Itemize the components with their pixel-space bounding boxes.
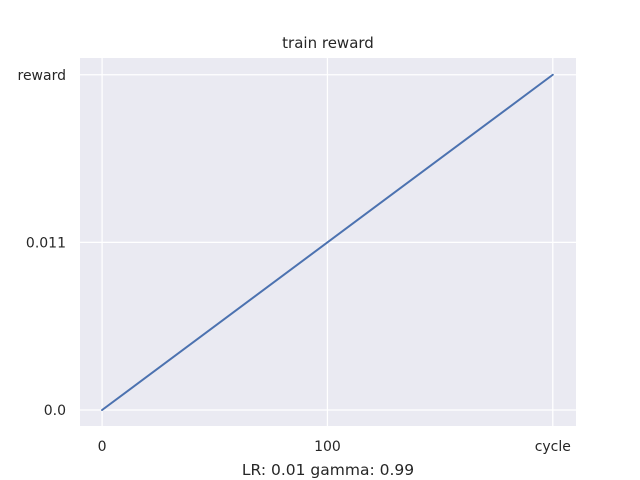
x-tick-label-0: 0 xyxy=(98,439,107,455)
y-tick-label-0: 0.0 xyxy=(44,403,66,419)
x-tick-labels: 0 100 cycle xyxy=(98,439,571,455)
x-tick-label-1: 100 xyxy=(314,439,341,455)
x-axis-label: LR: 0.01 gamma: 0.99 xyxy=(242,461,414,479)
series-line-0 xyxy=(101,73,554,411)
y-tick-labels: 0.0 0.011 reward xyxy=(18,68,67,419)
y-tick-label-1: 0.011 xyxy=(26,235,66,251)
series-layer xyxy=(101,73,554,411)
chart-title: train reward xyxy=(282,34,374,52)
y-tick-label-2: reward xyxy=(18,68,67,84)
x-tick-label-2: cycle xyxy=(535,439,571,455)
